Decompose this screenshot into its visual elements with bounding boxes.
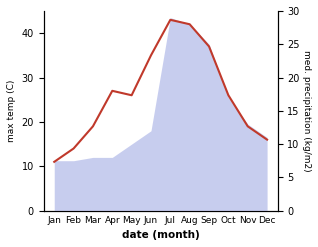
Y-axis label: max temp (C): max temp (C) — [7, 80, 16, 142]
X-axis label: date (month): date (month) — [122, 230, 199, 240]
Y-axis label: med. precipitation (kg/m2): med. precipitation (kg/m2) — [302, 50, 311, 172]
